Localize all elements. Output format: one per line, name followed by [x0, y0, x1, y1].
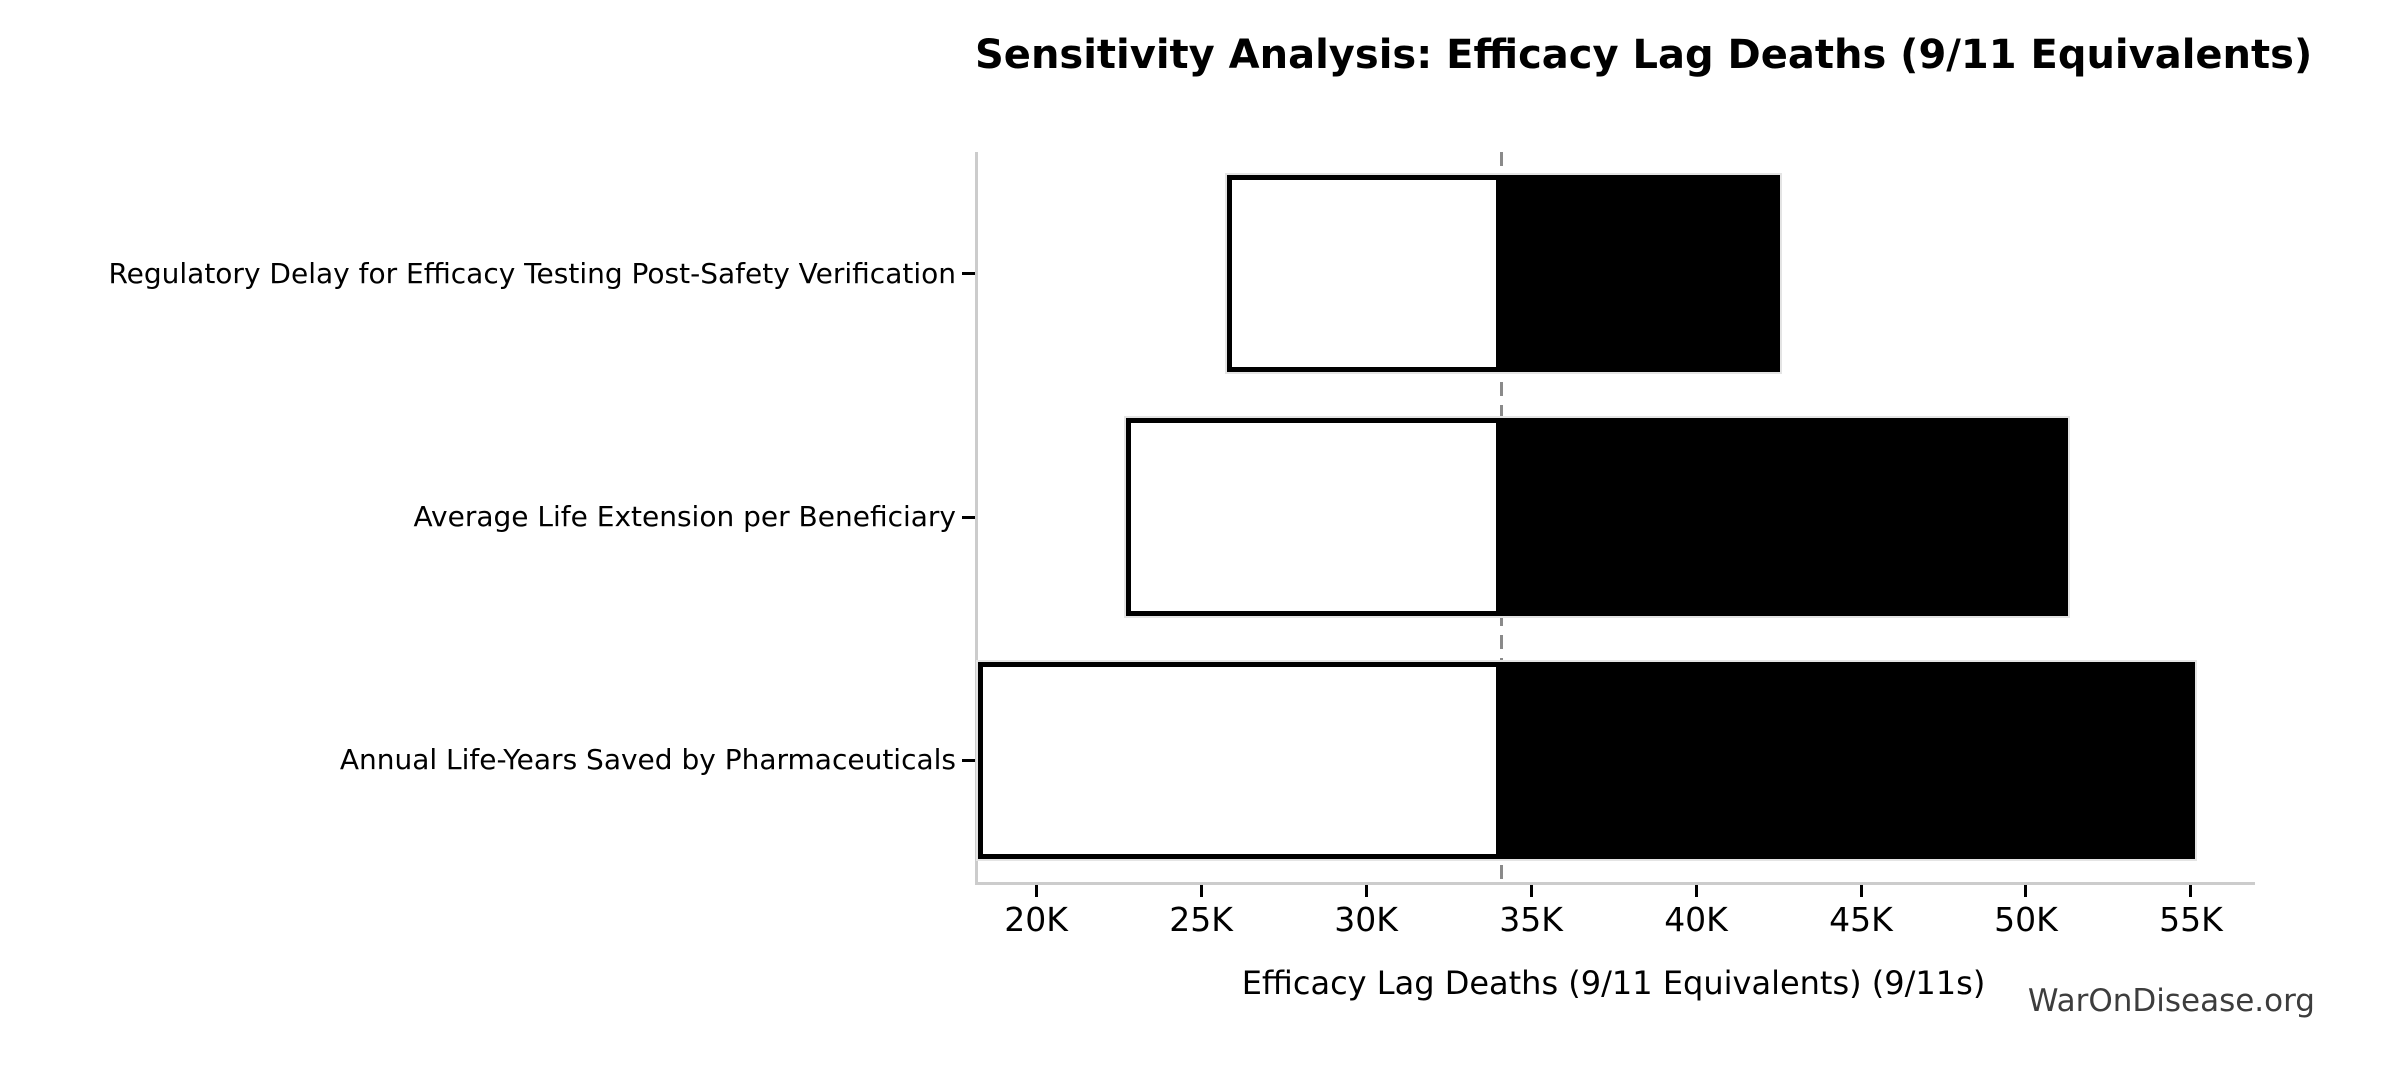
x-axis-tick	[1364, 885, 1368, 897]
x-axis-tick	[2024, 885, 2028, 897]
x-tick-label: 35K	[1499, 900, 1563, 939]
chart-title: Sensitivity Analysis: Efficacy Lag Death…	[975, 32, 2313, 78]
high-value-bar	[1501, 418, 2068, 616]
high-value-bar	[1501, 175, 1781, 373]
low-value-bar	[1227, 175, 1502, 373]
x-tick-label: 50K	[1994, 900, 2058, 939]
high-value-bar	[1501, 661, 2195, 859]
x-tick-label: 55K	[2159, 900, 2223, 939]
y-category-label: Regulatory Delay for Efficacy Testing Po…	[108, 256, 956, 290]
y-axis-tick	[962, 515, 975, 519]
x-axis-tick	[1859, 885, 1863, 897]
x-tick-label: 20K	[1004, 900, 1068, 939]
x-axis-label: Efficacy Lag Deaths (9/11 Equivalents) (…	[1241, 964, 1986, 1002]
x-tick-label: 45K	[1829, 900, 1893, 939]
low-value-bar	[978, 661, 1502, 859]
x-tick-label: 40K	[1664, 900, 1728, 939]
y-axis-tick	[962, 272, 975, 276]
tornado-bar	[1124, 416, 2070, 618]
x-axis-tick	[1199, 885, 1203, 897]
y-category-label: Annual Life-Years Saved by Pharmaceutica…	[339, 743, 956, 777]
x-tick-label: 30K	[1334, 900, 1398, 939]
plot-area: Regulatory Delay for Efficacy Testing Po…	[108, 152, 2255, 939]
x-axis-tick	[2189, 885, 2193, 897]
x-axis-tick	[1034, 885, 1038, 897]
low-value-bar	[1126, 418, 1502, 616]
x-axis-tick	[1529, 885, 1533, 897]
tornado-bar	[976, 659, 2197, 861]
x-tick-label: 25K	[1169, 900, 1233, 939]
y-axis-tick	[962, 758, 975, 762]
y-category-label: Average Life Extension per Beneficiary	[413, 500, 956, 533]
tornado-bar	[1225, 173, 1783, 375]
watermark-text: WarOnDisease.org	[2027, 983, 2315, 1019]
x-axis-tick	[1694, 885, 1698, 897]
